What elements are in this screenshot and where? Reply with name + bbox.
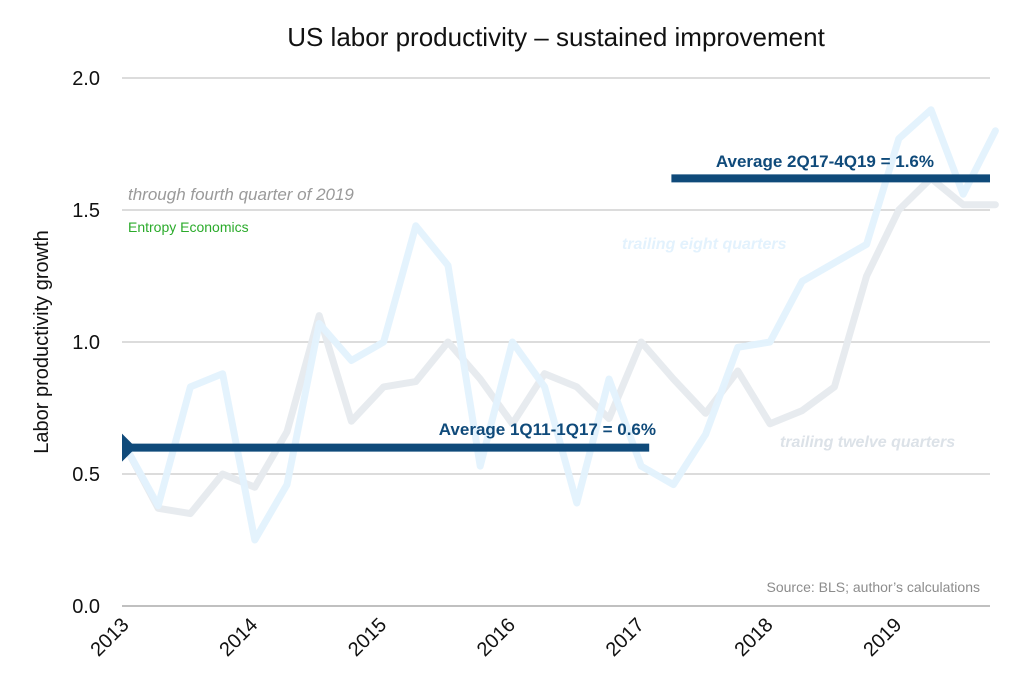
chart-subtitle: through fourth quarter of 2019 <box>128 185 354 204</box>
average-bars <box>122 174 990 462</box>
gridlines <box>122 77 990 607</box>
series-line-twelve-quarters <box>122 174 999 518</box>
y-tick-0.5: 0.5 <box>72 464 100 486</box>
series-label-twelve-quarters: trailing twelve quarters <box>780 434 955 451</box>
credit-label: Entropy Economics <box>128 219 249 235</box>
series-label-eight-quarters: trailing eight quarters <box>622 236 787 253</box>
x-tick-labels: 2013 2014 2015 2016 2017 2018 2019 <box>87 614 907 661</box>
series-line-eight-quarters <box>122 106 999 544</box>
y-axis-label: Labor productivity growth <box>31 230 53 453</box>
average-label-early: Average 1Q11-1Q17 = 0.6% <box>439 420 656 439</box>
series-lines <box>122 106 999 544</box>
y-tick-2.0: 2.0 <box>72 68 100 90</box>
y-tick-labels: 0.0 0.5 1.0 1.5 2.0 <box>72 68 100 618</box>
x-tick-2014: 2014 <box>215 614 262 661</box>
average-label-late: Average 2Q17-4Q19 = 1.6% <box>716 152 934 171</box>
source-note: Source: BLS; author’s calculations <box>767 579 981 595</box>
x-tick-2019: 2019 <box>859 614 906 661</box>
y-tick-1.5: 1.5 <box>72 200 100 222</box>
y-tick-0.0: 0.0 <box>72 596 100 618</box>
x-tick-2016: 2016 <box>473 614 520 661</box>
y-tick-1.0: 1.0 <box>72 332 100 354</box>
chart-title: US labor productivity – sustained improv… <box>287 22 825 52</box>
x-tick-2013: 2013 <box>87 614 134 661</box>
x-tick-2015: 2015 <box>344 614 391 661</box>
x-tick-2017: 2017 <box>602 614 649 661</box>
average-arrow-marker <box>122 433 136 462</box>
x-tick-2018: 2018 <box>731 614 778 661</box>
